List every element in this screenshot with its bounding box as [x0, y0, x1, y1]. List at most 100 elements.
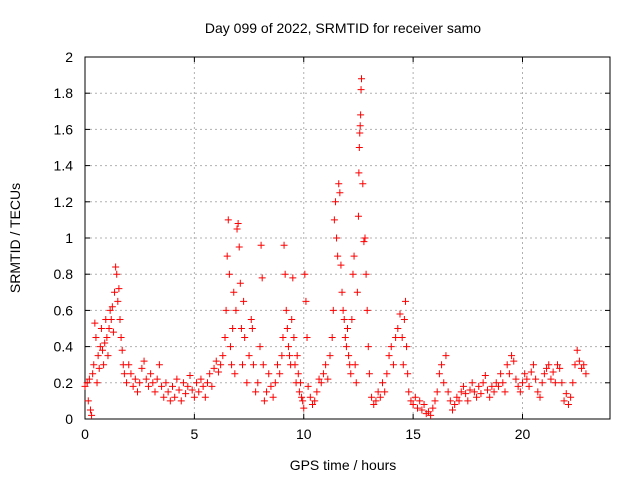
data-point — [232, 306, 240, 314]
data-point — [336, 189, 344, 197]
data-point — [540, 370, 548, 378]
data-point — [300, 404, 308, 412]
data-point — [113, 270, 121, 278]
data-point — [358, 75, 365, 83]
data-point — [214, 368, 222, 376]
data-point — [403, 343, 411, 351]
data-point — [199, 382, 207, 390]
data-point — [444, 388, 452, 396]
data-point — [282, 306, 290, 314]
x-tick-label: 10 — [296, 426, 312, 442]
data-point — [265, 370, 273, 378]
data-point — [267, 382, 275, 390]
data-point — [236, 279, 244, 287]
data-point — [339, 306, 347, 314]
data-point — [370, 401, 378, 409]
data-point — [420, 401, 428, 409]
data-point — [289, 274, 297, 282]
data-point — [357, 111, 365, 119]
data-point — [92, 334, 100, 342]
data-point — [247, 315, 255, 323]
data-point — [401, 297, 409, 305]
data-point — [383, 370, 391, 378]
data-point — [549, 368, 557, 376]
data-point — [529, 361, 537, 369]
data-point — [376, 393, 384, 401]
data-point — [340, 315, 348, 323]
data-point — [387, 343, 395, 351]
data-point — [514, 382, 522, 390]
data-point — [313, 388, 321, 396]
data-point — [392, 334, 400, 342]
data-point — [551, 379, 559, 387]
data-point — [116, 315, 124, 323]
data-point — [433, 388, 441, 396]
data-point — [331, 198, 339, 206]
data-point — [567, 393, 575, 401]
data-point — [580, 361, 588, 369]
data-point — [372, 397, 380, 405]
data-point — [503, 361, 511, 369]
data-point — [117, 334, 125, 342]
chart-title: Day 099 of 2022, SRMTID for receiver sam… — [205, 20, 481, 36]
data-point — [256, 343, 264, 351]
data-point — [364, 343, 372, 351]
data-point — [274, 361, 281, 369]
data-point — [243, 379, 251, 387]
data-point — [164, 388, 172, 396]
data-point — [356, 129, 364, 137]
data-point — [248, 325, 256, 332]
y-tick-label: 1.4 — [54, 158, 74, 174]
data-point — [349, 270, 357, 278]
data-point — [114, 297, 122, 305]
data-point — [160, 393, 168, 401]
data-point — [131, 375, 139, 383]
data-point — [494, 382, 502, 390]
data-point — [361, 234, 369, 242]
data-point — [355, 169, 363, 177]
data-point — [414, 404, 421, 412]
data-point — [329, 306, 337, 314]
data-point — [171, 393, 179, 401]
data-point — [190, 393, 198, 401]
data-point — [409, 401, 417, 409]
data-point — [442, 352, 450, 360]
data-point — [429, 404, 437, 412]
data-point — [335, 180, 343, 188]
data-point — [328, 334, 336, 342]
y-tick-label: 1.2 — [54, 194, 74, 210]
x-tick-label: 20 — [515, 426, 531, 442]
data-point — [208, 382, 216, 390]
data-point — [324, 375, 332, 383]
data-point — [221, 334, 229, 342]
data-point — [103, 334, 111, 342]
data-point — [210, 364, 218, 372]
y-tick-label: 1.6 — [54, 121, 74, 137]
data-point — [438, 361, 446, 369]
data-point — [453, 393, 461, 401]
data-point — [405, 388, 413, 396]
data-point — [162, 379, 170, 387]
y-axis-title: SRMTID / TECUs — [7, 183, 23, 293]
data-point — [396, 310, 404, 318]
data-point — [111, 288, 119, 296]
data-point — [319, 370, 327, 378]
data-point — [84, 397, 92, 405]
data-point — [389, 361, 397, 369]
data-point — [278, 352, 286, 360]
data-point — [217, 361, 225, 369]
data-point — [301, 270, 309, 278]
data-point — [169, 382, 176, 390]
data-point — [431, 397, 439, 405]
data-point — [374, 388, 382, 396]
data-point — [440, 379, 448, 387]
x-tick-label: 15 — [405, 426, 421, 442]
data-point — [294, 370, 302, 378]
data-point — [222, 306, 230, 314]
data-point — [97, 325, 105, 332]
axis-ticks: 0 5 10 15 20 0 0.2 0.4 0.6 0.8 1 1.2 1.4 1.6 1.8 2 — [54, 49, 610, 442]
data-point — [564, 401, 572, 409]
data-point — [299, 397, 307, 405]
data-point — [223, 252, 231, 260]
